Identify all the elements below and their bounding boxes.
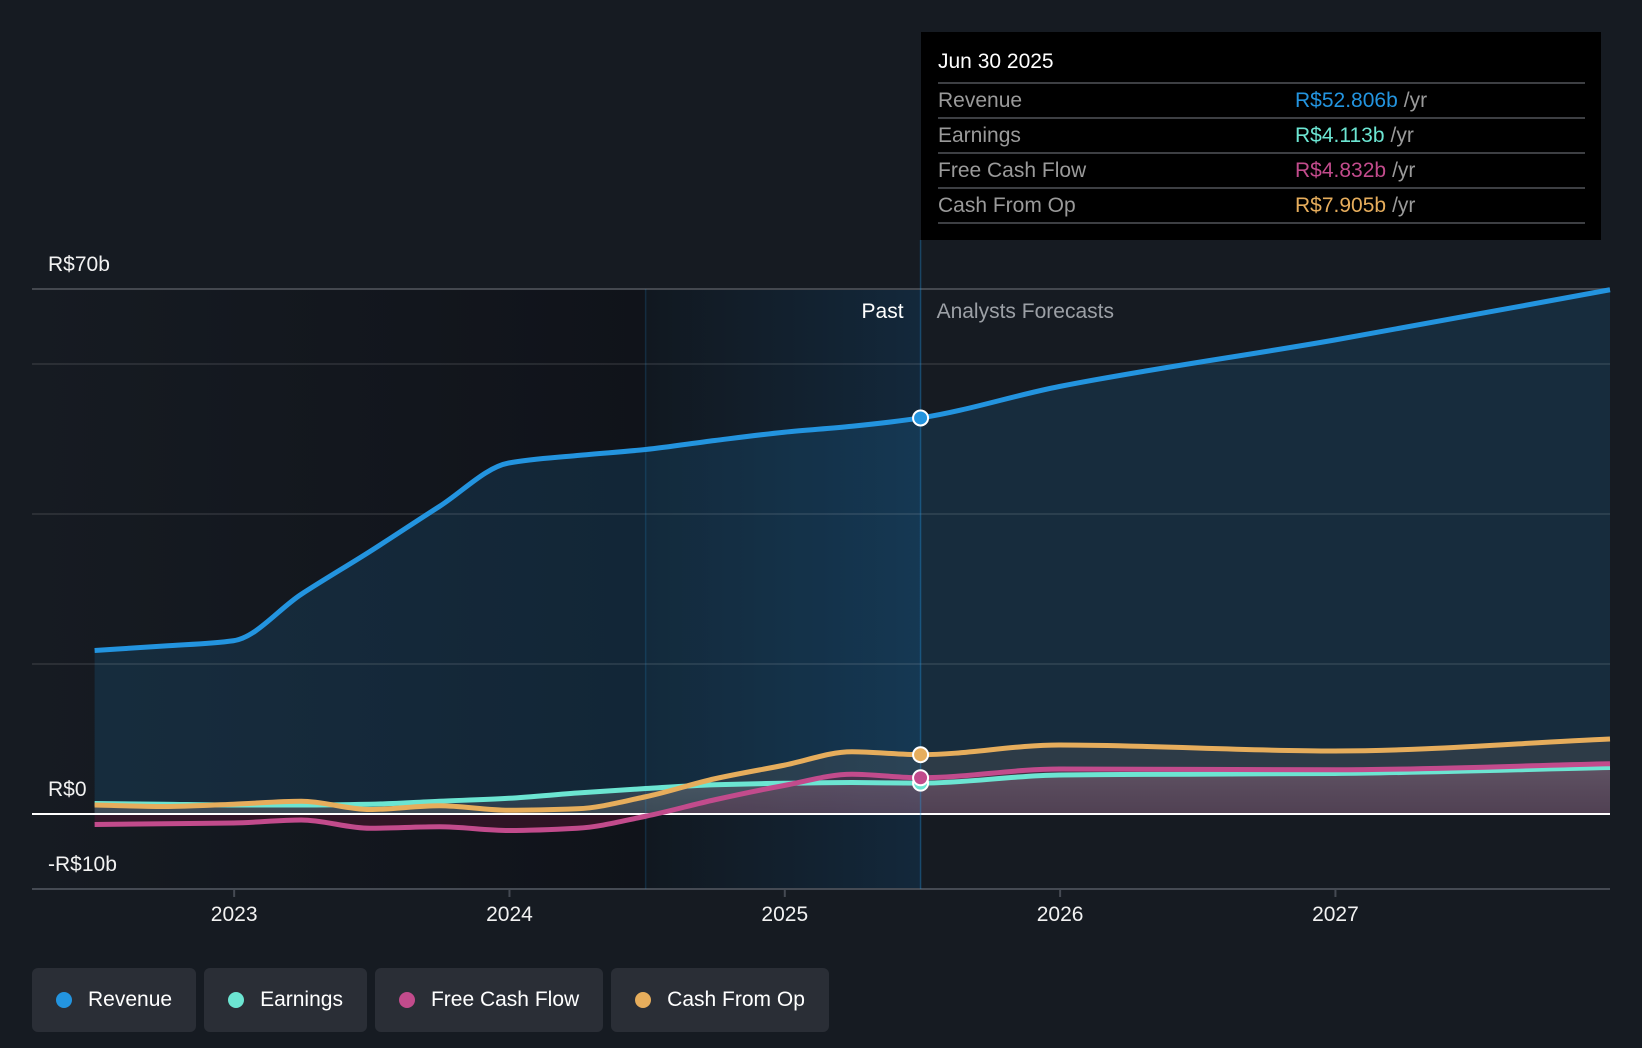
tooltip-value: R$4.113b bbox=[1295, 124, 1385, 147]
tooltip-label: Earnings bbox=[938, 124, 1021, 147]
x-tick-label: 2027 bbox=[1312, 903, 1359, 926]
forecast-label: Analysts Forecasts bbox=[936, 300, 1114, 323]
tooltip-unit: /yr bbox=[1390, 124, 1414, 147]
tooltip-row-earnings: Earnings R$4.113b/yr bbox=[938, 117, 1585, 152]
tooltip-unit: /yr bbox=[1403, 89, 1428, 112]
x-tick-label: 2024 bbox=[486, 903, 533, 926]
tooltip-label: Free Cash Flow bbox=[938, 159, 1087, 182]
legend-dot-icon bbox=[398, 992, 415, 1008]
x-tick-label: 2025 bbox=[761, 903, 809, 926]
background-layer bbox=[32, 289, 921, 889]
tooltip-unit: /yr bbox=[1392, 159, 1416, 182]
cash-from-op-marker[interactable] bbox=[912, 746, 930, 764]
legend-dot-icon bbox=[228, 992, 245, 1008]
earnings-line bbox=[94, 765, 1611, 808]
legend-label: Earnings bbox=[260, 988, 343, 1011]
revenue-marker[interactable] bbox=[912, 409, 930, 427]
free-cash-flow-line bbox=[94, 761, 1611, 833]
legend: Revenue Earnings Free Cash Flow Cash Fro… bbox=[32, 968, 829, 1032]
legend-label: Free Cash Flow bbox=[430, 988, 580, 1011]
revenue-line bbox=[94, 287, 1611, 653]
legend-item-cash-from-op[interactable]: Cash From Op bbox=[611, 968, 829, 1032]
tooltip-row-free-cash-flow: Free Cash Flow R$4.832b/yr bbox=[938, 152, 1585, 187]
legend-dot-icon bbox=[635, 992, 652, 1008]
legend-item-earnings[interactable]: Earnings bbox=[204, 968, 367, 1032]
legend-dot-icon bbox=[56, 992, 72, 1008]
lines-layer bbox=[94, 287, 1611, 833]
past-region bbox=[32, 289, 646, 889]
tooltip-value: R$7.905b bbox=[1295, 194, 1387, 217]
cash-from-op-line bbox=[94, 736, 1611, 813]
tooltip: Jun 30 2025 Revenue R$52.806b/yr Earning… bbox=[921, 32, 1601, 240]
y-tick-label: R$0 bbox=[48, 778, 87, 801]
earnings-area bbox=[94, 767, 1611, 814]
legend-item-revenue[interactable]: Revenue bbox=[32, 968, 197, 1032]
tooltip-row-revenue: Revenue R$52.806b/yr bbox=[938, 82, 1585, 117]
legend-label: Cash From Op bbox=[667, 988, 805, 1011]
y-tick-label: -R$10b bbox=[48, 853, 117, 876]
revenue-area bbox=[94, 289, 1611, 814]
legend-label: Revenue bbox=[88, 988, 173, 1011]
tooltip-unit: /yr bbox=[1392, 194, 1416, 217]
tooltip-value: R$52.806b bbox=[1295, 89, 1398, 112]
x-tick-label: 2023 bbox=[210, 903, 258, 926]
x-tick-label: 2026 bbox=[1036, 903, 1084, 926]
tooltip-rows: Revenue R$52.806b/yr Earnings R$4.113b/y… bbox=[938, 82, 1585, 224]
past-label: Past bbox=[861, 300, 904, 323]
markers-layer bbox=[912, 409, 930, 792]
tooltip-value: R$4.832b bbox=[1295, 159, 1387, 182]
tooltip-date: Jun 30 2025 bbox=[938, 50, 1054, 73]
tooltip-label: Cash From Op bbox=[938, 194, 1076, 217]
y-tick-label: R$70b bbox=[48, 253, 110, 276]
legend-item-free-cash-flow[interactable]: Free Cash Flow bbox=[374, 968, 604, 1032]
grid-layer bbox=[32, 240, 1610, 897]
free-cash-flow-marker[interactable] bbox=[912, 769, 930, 787]
tooltip-label: Revenue bbox=[938, 89, 1023, 112]
tooltip-row-cash-from-op: Cash From Op R$7.905b/yr bbox=[938, 187, 1585, 222]
